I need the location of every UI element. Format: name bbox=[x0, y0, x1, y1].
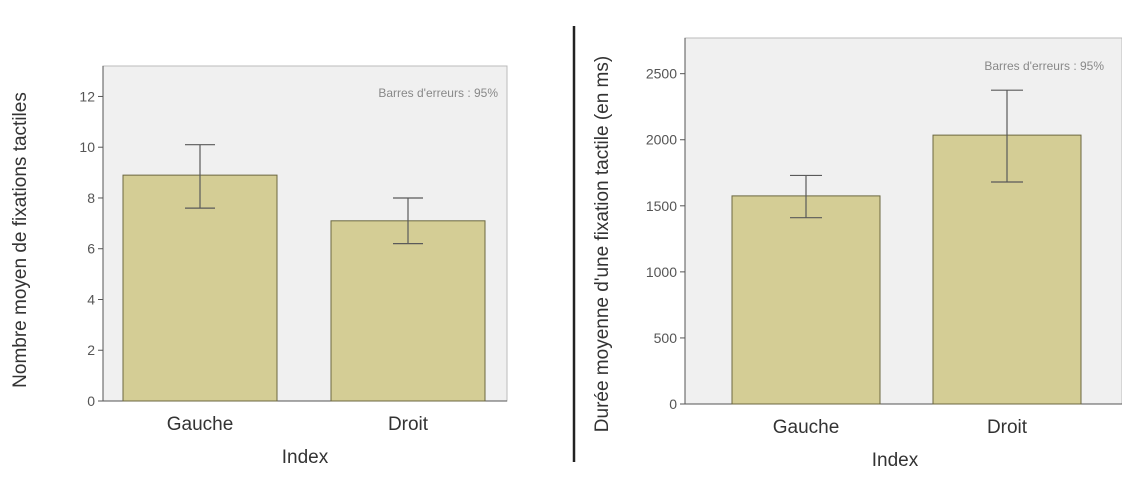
bar-droit bbox=[330, 220, 486, 402]
y-tick-label: 2000 bbox=[646, 132, 677, 148]
y-tick-label: 0 bbox=[87, 393, 95, 409]
y-tick-label: 500 bbox=[654, 330, 678, 346]
error-bar-gauche bbox=[185, 144, 215, 209]
x-axis-title-2: Index bbox=[872, 450, 919, 471]
error-bar-gauche bbox=[790, 174, 822, 219]
y-tick-label: 4 bbox=[87, 291, 95, 307]
y-axis-title-1: Nombre moyen de fixations tactiles bbox=[10, 92, 31, 388]
bar-gauche bbox=[122, 174, 278, 402]
error-bar-note-1: Barres d'erreurs : 95% bbox=[378, 86, 498, 100]
y-tick-label: 2 bbox=[87, 342, 95, 358]
error-bar-note-2: Barres d'erreurs : 95% bbox=[984, 59, 1104, 73]
y-tick-label: 12 bbox=[79, 88, 95, 104]
bar-gauche bbox=[731, 195, 881, 405]
error-bar-droit bbox=[991, 89, 1023, 183]
y-tick-label: 8 bbox=[87, 190, 95, 206]
x-tick-labels-1: Gauche Droit bbox=[167, 414, 429, 435]
y-tick-label: 10 bbox=[79, 139, 95, 155]
y-axis-title-2: Durée moyenne d'une fixation tactile (en… bbox=[592, 56, 613, 432]
y-ticks-1: 0 2 4 6 8 10 12 bbox=[79, 88, 103, 409]
x-tick-label-droit: Droit bbox=[388, 414, 429, 435]
x-axis-title-1: Index bbox=[282, 447, 329, 468]
y-tick-label: 1500 bbox=[646, 198, 677, 214]
y-tick-label: 2500 bbox=[646, 66, 677, 82]
y-ticks-2: 0 500 1000 1500 2000 2500 bbox=[646, 66, 685, 412]
bars-1 bbox=[122, 144, 486, 402]
error-bar-droit bbox=[393, 197, 423, 245]
x-tick-label-gauche: Gauche bbox=[167, 414, 234, 435]
y-tick-label: 6 bbox=[87, 241, 95, 257]
x-tick-label-gauche: Gauche bbox=[773, 417, 840, 438]
bars-2 bbox=[731, 89, 1082, 405]
y-tick-label: 0 bbox=[669, 396, 677, 412]
x-tick-labels-2: Gauche Droit bbox=[773, 417, 1028, 438]
y-tick-label: 1000 bbox=[646, 264, 677, 280]
x-tick-label-droit: Droit bbox=[987, 417, 1028, 438]
